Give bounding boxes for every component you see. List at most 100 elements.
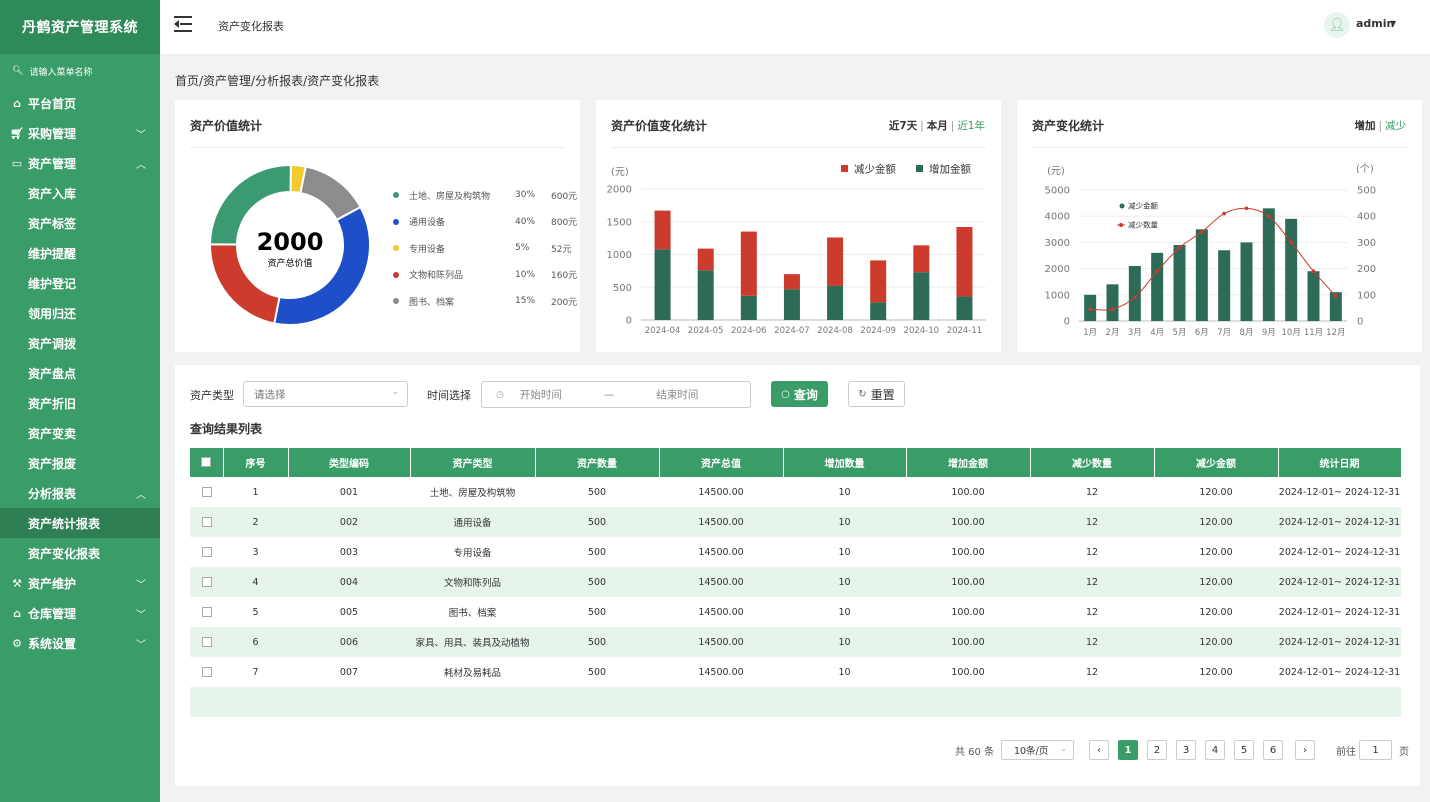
sidebar-item-label: 平台首页 (28, 96, 77, 111)
sidebar-item[interactable]: 分析报表 ︿ (0, 478, 160, 508)
sidebar-item[interactable]: ▭ 资产管理 ︿ (0, 148, 160, 178)
table-row[interactable]: 5 005 图书、档案 500 14500.00 10 100.00 12 120.00 2024… (190, 597, 1401, 627)
sidebar-item[interactable]: 资产报废 (0, 448, 160, 478)
table-cell: 500 (587, 666, 607, 678)
row-checkbox-cell[interactable] (190, 627, 223, 657)
table-cell: 5 (252, 606, 259, 618)
table-cell: 10 (783, 507, 906, 537)
row-checkbox-cell[interactable] (190, 537, 223, 567)
table-cell: 通用设备 (410, 507, 535, 537)
page-button[interactable]: 6 (1263, 740, 1283, 760)
row-checkbox-cell[interactable] (190, 507, 223, 537)
page-button[interactable]: 3 (1176, 740, 1196, 760)
sidebar-item[interactable]: 资产调拨 (0, 328, 160, 358)
bar (1240, 242, 1253, 321)
sidebar-item[interactable]: ⌂ 仓库管理 ﹀ (0, 598, 160, 628)
sidebar-item[interactable]: 资产盘点 (0, 358, 160, 388)
table-row[interactable]: 6 006 家具、用具、装具及动植物 500 14500.00 10 100.00 12 120… (190, 627, 1401, 657)
tab-decrease[interactable]: 减少 (1385, 120, 1406, 132)
query-button[interactable]: ○ 查询 (771, 381, 828, 407)
caret-down-icon[interactable]: ▼ (1390, 19, 1397, 28)
goto-page-input[interactable]: 1 (1359, 740, 1392, 760)
sidebar-item[interactable]: ⚒ 资产维护 ﹀ (0, 568, 160, 598)
sidebar-item[interactable]: 🛒︎ 采购管理 ﹀ (0, 118, 160, 148)
table-cell: 6 (223, 627, 288, 657)
sidebar-item[interactable]: 资产入库 (0, 178, 160, 208)
top-header: 资产变化报表 👤︎ admin ▼ (160, 0, 1430, 54)
tab-increase[interactable]: 增加 (1354, 120, 1376, 132)
table-cell: 100.00 (951, 666, 985, 678)
tab-year[interactable]: 近1年 (957, 120, 985, 132)
table-row[interactable]: 2 002 通用设备 500 14500.00 10 100.00 12 120.00 2024-… (190, 507, 1401, 537)
empty-cell (190, 687, 223, 717)
row-checkbox-cell[interactable] (190, 477, 223, 507)
sidebar-item[interactable]: 维护登记 (0, 268, 160, 298)
tab-7days[interactable]: 近7天 (888, 120, 918, 132)
asset-type-select[interactable]: 请选择 ⌄ (243, 381, 408, 407)
bar (1262, 208, 1275, 321)
chevron-up-icon: ︿ (136, 160, 146, 171)
app-logo-title: 丹鹤资产管理系统 (0, 0, 160, 54)
refresh-icon: ↻ (858, 388, 867, 400)
table-row[interactable]: 1 001 土地、房屋及构筑物 500 14500.00 10 100.00 12 120.00… (190, 477, 1401, 507)
x-tick-label: 3月 (1128, 328, 1142, 338)
row-checkbox[interactable] (201, 517, 212, 527)
bar-segment (740, 295, 757, 320)
empty-cell (906, 687, 1030, 717)
sidebar-item[interactable]: 维护提醒 (0, 238, 160, 268)
legend-percent: 30% (515, 190, 536, 200)
page-button[interactable]: 2 (1147, 740, 1167, 760)
next-page-button[interactable]: › (1295, 740, 1315, 760)
y-tick-label: 5000 (1045, 186, 1070, 197)
sidebar-item[interactable]: 资产标签 (0, 208, 160, 238)
table-cell: 100.00 (951, 546, 985, 558)
date-range-picker[interactable]: ◷ 开始时间 — 结束时间 (481, 381, 751, 408)
menu-search-input[interactable]: 🔍︎ 请输入菜单名称 (0, 54, 160, 88)
row-checkbox-cell[interactable] (190, 567, 223, 597)
table-row[interactable]: 7 007 耗材及易耗品 500 14500.00 10 100.00 12 120.00 202… (190, 657, 1401, 687)
sidebar-item[interactable]: 资产变卖 (0, 418, 160, 448)
row-checkbox[interactable] (201, 667, 212, 677)
prev-page-button[interactable]: ‹ (1089, 740, 1109, 760)
row-checkbox[interactable] (201, 637, 212, 647)
column-header: 增加金额 (906, 448, 1031, 477)
row-checkbox[interactable] (201, 607, 212, 617)
end-time-input[interactable]: 结束时间 (656, 389, 699, 401)
line-point (1267, 214, 1271, 218)
row-checkbox[interactable] (201, 577, 212, 587)
row-checkbox-cell[interactable] (190, 597, 223, 627)
sidebar-item[interactable]: ⚙ 系统设置 ﹀ (0, 628, 160, 658)
legend-name: 专用设备 (409, 244, 446, 255)
x-tick-label: 4月 (1150, 328, 1164, 338)
sidebar-item[interactable]: 领用归还 (0, 298, 160, 328)
reset-button[interactable]: ↻ 重置 (848, 381, 905, 407)
page-button[interactable]: 1 (1118, 740, 1138, 760)
row-checkbox[interactable] (201, 547, 212, 557)
user-name[interactable]: admin (1356, 17, 1395, 30)
empty-cell (659, 687, 783, 717)
page-size-select[interactable]: 10条/页 ⌄ (1001, 740, 1074, 760)
page-button[interactable]: 5 (1234, 740, 1254, 760)
sidebar-item[interactable]: 资产折旧 (0, 388, 160, 418)
sidebar-item[interactable]: 资产统计报表 (0, 508, 160, 538)
menu-toggle-icon[interactable] (174, 14, 194, 34)
select-all-checkbox-cell[interactable] (190, 448, 224, 477)
sidebar-item[interactable]: ⌂ 平台首页 (0, 88, 160, 118)
table-cell: 120.00 (1154, 627, 1278, 657)
start-time-input[interactable]: 开始时间 (519, 389, 562, 401)
table-row[interactable]: 4 004 文物和陈列品 500 14500.00 10 100.00 12 120.00 202… (190, 567, 1401, 597)
legend-swatch (1119, 203, 1125, 209)
row-checkbox[interactable] (201, 487, 212, 497)
select-all-checkbox[interactable] (201, 457, 212, 467)
row-checkbox-cell[interactable] (190, 657, 223, 687)
page-button[interactable]: 4 (1205, 740, 1225, 760)
table-row[interactable]: 3 003 专用设备 500 14500.00 10 100.00 12 120.00 2024-… (190, 537, 1401, 567)
table-cell: 120.00 (1199, 666, 1233, 678)
legend-percent: 10% (515, 269, 536, 280)
tab-month[interactable]: 本月 (926, 120, 948, 132)
table-cell: 2024-12-01~ 2024-12-31 (1278, 567, 1401, 597)
sidebar-item[interactable]: 资产变化报表 (0, 538, 160, 568)
avatar[interactable]: 👤︎ (1324, 12, 1350, 38)
bar (1128, 265, 1141, 321)
bar-segment (783, 274, 800, 290)
